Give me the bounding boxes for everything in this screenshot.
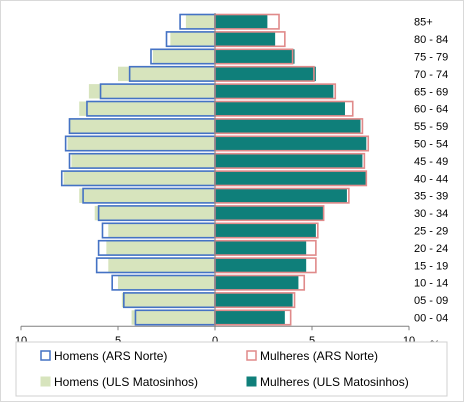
bar-homens-uls-matosinhos-70-74 (118, 66, 215, 82)
bar-mulheres-uls-matosinhos-10-14 (215, 275, 299, 290)
bar-mulheres-uls-matosinhos-65-69 (215, 84, 334, 99)
legend-label-homens-uls-matosinhos: Homens (ULS Matosinhos) (54, 375, 198, 389)
bar-mulheres-uls-matosinhos-00-04 (215, 310, 285, 325)
bar-homens-uls-matosinhos-00-04 (131, 310, 215, 325)
category-label-05-09: 05 - 09 (414, 295, 448, 307)
category-label-25-29: 25 - 29 (414, 226, 448, 238)
category-label-85: 85+ (414, 17, 433, 29)
x-tick-label: 0 (212, 335, 218, 347)
bar-mulheres-uls-matosinhos-80-84 (215, 31, 276, 47)
bars-layer (60, 13, 370, 326)
bar-homens-uls-matosinhos-80-84 (170, 31, 215, 47)
category-label-35-39: 35 - 39 (414, 191, 448, 203)
bar-mulheres-uls-matosinhos-40-44 (215, 171, 367, 186)
category-label-15-19: 15 - 19 (414, 260, 448, 272)
bar-mulheres-uls-matosinhos-35-39 (215, 188, 347, 203)
legend-swatch-mulheres-ars-norte (246, 350, 257, 361)
bar-mulheres-uls-matosinhos-20-24 (215, 240, 307, 256)
legend-label-mulheres-uls-matosinhos: Mulheres (ULS Matosinhos) (260, 375, 409, 389)
bar-homens-uls-matosinhos-50-54 (67, 136, 215, 151)
category-label-55-59: 55 - 59 (414, 121, 448, 133)
category-label-40-44: 40 - 44 (414, 173, 448, 185)
bar-homens-uls-matosinhos-10-14 (118, 275, 215, 290)
category-label-10-14: 10 - 14 (414, 278, 448, 290)
x-tick-label: 5 (309, 335, 315, 347)
category-label-00-04: 00 - 04 (414, 313, 448, 325)
bar-homens-uls-matosinhos-75-79 (152, 49, 215, 64)
category-labels: 00 - 04 05 - 09 10 - 14 15 - 19 20 - 24 25 - … (414, 17, 448, 325)
bar-mulheres-uls-matosinhos-55-59 (215, 118, 361, 134)
bar-homens-uls-matosinhos-05-09 (121, 292, 215, 308)
category-label-60-64: 60 - 64 (414, 104, 448, 116)
bar-mulheres-uls-matosinhos-70-74 (215, 66, 316, 82)
bar-mulheres-uls-matosinhos-05-09 (215, 292, 293, 308)
legend-label-mulheres-ars-norte: Mulheres (ARS Norte) (260, 349, 378, 363)
bar-mulheres-uls-matosinhos-50-54 (215, 136, 367, 151)
bar-mulheres-uls-matosinhos-45-49 (215, 153, 363, 169)
bar-mulheres-uls-matosinhos-25-29 (215, 223, 316, 238)
bar-homens-uls-matosinhos-30-34 (94, 205, 215, 221)
category-label-80-84: 80 - 84 (414, 34, 448, 46)
category-label-75-79: 75 - 79 (414, 52, 448, 64)
legend-box (15, 341, 448, 397)
bar-homens-uls-matosinhos-20-24 (106, 240, 215, 256)
bar-homens-uls-matosinhos-60-64 (79, 101, 215, 116)
category-label-50-54: 50 - 54 (414, 139, 448, 151)
legend-swatch-homens-uls-matosinhos (40, 376, 51, 387)
bar-mulheres-uls-matosinhos-60-64 (215, 101, 345, 116)
legend-swatch-homens-ars-norte (40, 350, 51, 361)
bar-homens-uls-matosinhos-55-59 (69, 118, 215, 134)
bar-mulheres-uls-matosinhos-30-34 (215, 205, 324, 221)
legend-swatch-mulheres-uls-matosinhos (246, 376, 257, 387)
legend: Homens (ARS Norte) Mulheres (ARS Norte) … (15, 341, 448, 397)
bar-homens-uls-matosinhos-40-44 (63, 171, 216, 186)
legend-label-homens-ars-norte: Homens (ARS Norte) (54, 349, 167, 363)
bar-homens-uls-matosinhos-85 (185, 14, 215, 29)
bar-mulheres-uls-matosinhos-15-19 (215, 258, 307, 273)
bar-homens-uls-matosinhos-35-39 (79, 188, 215, 203)
bar-homens-uls-matosinhos-45-49 (71, 153, 215, 169)
bar-mulheres-uls-matosinhos-75-79 (215, 49, 295, 64)
category-label-65-69: 65 - 69 (414, 86, 448, 98)
category-label-20-24: 20 - 24 (414, 243, 448, 255)
x-tick-label: 5 (115, 335, 121, 347)
bar-homens-uls-matosinhos-15-19 (108, 258, 215, 273)
category-label-70-74: 70 - 74 (414, 69, 448, 81)
category-label-30-34: 30 - 34 (414, 208, 448, 220)
category-label-45-49: 45 - 49 (414, 156, 448, 168)
bar-mulheres-uls-matosinhos-85 (215, 14, 268, 29)
bar-homens-uls-matosinhos-25-29 (108, 223, 215, 238)
bar-homens-uls-matosinhos-65-69 (88, 84, 215, 99)
